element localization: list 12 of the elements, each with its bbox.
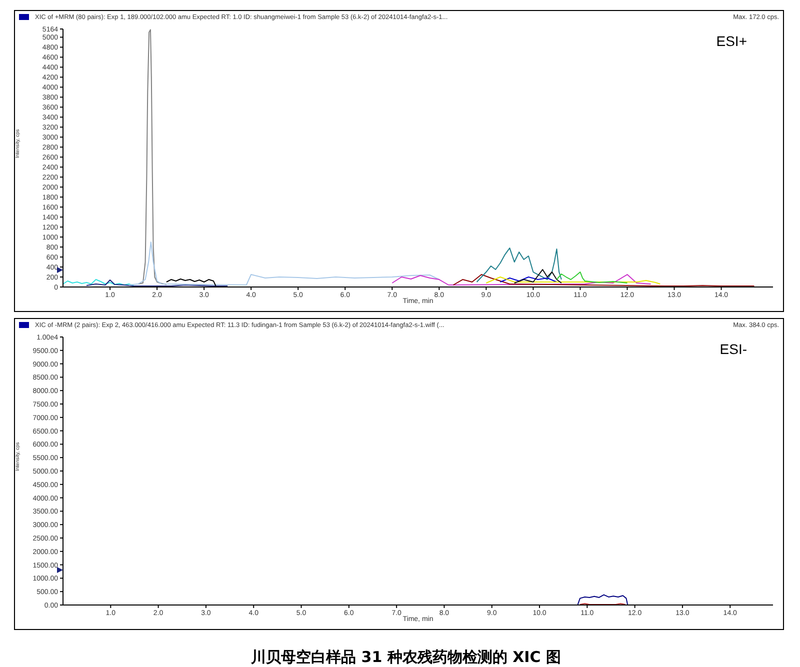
line-series (556, 272, 628, 284)
annotation: ESI- (720, 341, 747, 357)
text: 川贝母空白样品 31 种农残药物检测的 XIC 图 (250, 648, 562, 667)
line-series (486, 276, 661, 284)
line-series (514, 269, 562, 284)
line-series (476, 248, 562, 283)
line-series (452, 274, 755, 286)
line-series (128, 242, 440, 286)
line-series (577, 594, 628, 605)
line-series (392, 274, 652, 286)
line-series (138, 29, 167, 285)
annotation: ESI+ (716, 33, 747, 49)
